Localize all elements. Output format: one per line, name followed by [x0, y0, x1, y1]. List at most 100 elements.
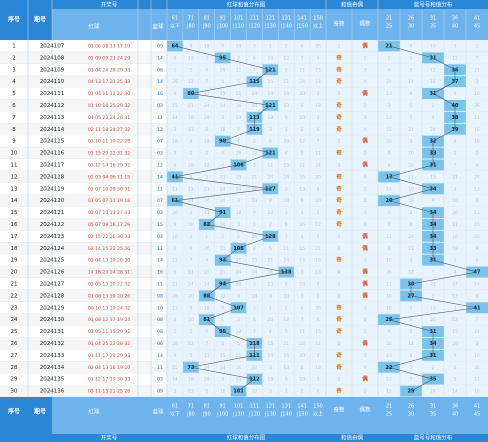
blue-grid-miss: 13	[452, 293, 458, 299]
sum-grid-miss: 1	[269, 305, 272, 311]
blue-hit-value: 31	[430, 258, 437, 264]
row-seq: 18	[11, 246, 18, 252]
sum-grid-miss: 11	[220, 174, 226, 180]
sum-hit-value: 93	[219, 258, 226, 264]
sum-grid-miss: 4	[205, 258, 208, 264]
row-seq: 7	[12, 115, 16, 121]
oddeven-value: 偶	[362, 339, 368, 347]
row-redballs: 04 13 17 23 25 33	[88, 79, 130, 85]
sum-hit-value: 121	[265, 103, 276, 109]
table-row-grid	[167, 361, 488, 374]
sum-grid-miss: 14	[299, 258, 305, 264]
blue-grid-miss: 7	[388, 222, 391, 228]
sum-hit-value: 108	[233, 246, 244, 252]
row-blueball: 16	[157, 91, 163, 97]
sum-grid-miss: 14	[252, 270, 258, 276]
sum-grid-miss: 14	[315, 341, 321, 347]
sum-grid-miss: 6	[285, 222, 288, 228]
sum-grid-miss: 15	[299, 246, 305, 252]
blue-grid-miss: 1	[454, 151, 457, 157]
sum-grid-miss: 5	[237, 341, 240, 347]
table-row	[0, 51, 167, 64]
blue-grid-miss: 4	[388, 329, 391, 335]
seq-header-cell	[0, 0, 28, 40]
sum-grid-miss: 18	[268, 377, 274, 383]
sum-grid-miss: 24	[299, 79, 305, 85]
row-blueball: 14	[157, 79, 163, 85]
oddeven-value: 偶	[362, 268, 368, 276]
oddeven-miss: 2	[364, 389, 367, 395]
sum-grid-miss: 15	[252, 258, 258, 264]
sum-grid-miss: 14	[283, 174, 289, 180]
blue-grid-miss: 2	[410, 210, 413, 216]
sum-grid-miss: 4	[189, 174, 192, 180]
sum-grid-miss: 14	[315, 79, 321, 85]
sum-grid-miss: 2	[317, 210, 320, 216]
footer-sum-range-sub: |140	[281, 412, 292, 418]
blue-grid-miss: 9	[454, 91, 457, 97]
footer-odd: 奇数	[333, 406, 345, 414]
sum-grid-miss: 24	[204, 103, 210, 109]
sum-grid-miss: 3	[237, 222, 240, 228]
blue-grid-miss: 3	[388, 246, 391, 252]
blue-grid-miss: 3	[454, 43, 457, 49]
sum-grid-miss: 8	[189, 43, 192, 49]
sum-hit-value: 115	[249, 79, 260, 85]
redball-header: 红球	[88, 23, 100, 31]
row-blueball: 15	[157, 222, 163, 228]
blue-grid-miss: 8	[454, 139, 457, 145]
blue-grid-miss: 24	[430, 127, 436, 133]
row-redballs: 03 10 11 19 22 28	[88, 139, 130, 145]
table-row-grid	[167, 373, 488, 386]
footer-even: 偶数	[359, 406, 371, 414]
blue-grid-miss: 21	[408, 127, 414, 133]
table-row	[0, 301, 167, 314]
row-seq: 17	[11, 234, 18, 240]
sum-grid-miss: 18	[204, 43, 210, 49]
footer-blue-cell	[378, 434, 488, 442]
oddeven-miss: 4	[364, 317, 367, 323]
sum-grid-miss: 5	[317, 234, 320, 240]
sum-grid-miss: 5	[301, 151, 304, 157]
sum-grid-miss: 4	[301, 234, 304, 240]
sum-grid-miss: 18	[268, 115, 274, 121]
sum-grid-miss: 26	[315, 305, 321, 311]
blue-grid-miss: 10	[430, 305, 436, 311]
table-row	[0, 289, 167, 302]
sum-grid-miss: 24	[204, 365, 210, 371]
blue-grid-miss: 8	[410, 91, 413, 97]
sum-grid-miss: 21	[315, 246, 321, 252]
table-row	[0, 337, 167, 350]
sum-grid-miss: 13	[252, 198, 258, 204]
sum-grid-miss: 15	[315, 329, 321, 335]
sum-grid-miss: 26	[220, 67, 226, 73]
row-blueball: 03	[157, 377, 163, 383]
oddeven-miss: 1	[338, 281, 341, 287]
oddeven-header-cell	[326, 0, 378, 9]
sum-dist-header: 红球和值分布图	[227, 1, 266, 9]
row-blueball: 10	[157, 305, 163, 311]
sum-grid-miss: 4	[269, 329, 272, 335]
oddeven-value: 偶	[362, 41, 368, 49]
sum-grid-miss: 12	[204, 162, 210, 168]
table-row	[0, 135, 167, 148]
sum-grid-miss: 8	[205, 389, 208, 395]
sum-grid-miss: 1	[269, 43, 272, 49]
sum-grid-miss: 7	[301, 317, 304, 323]
sum-grid-miss: 12	[188, 341, 194, 347]
blue-hit-value: 31	[430, 353, 437, 359]
blue-grid-miss: 12	[452, 55, 458, 61]
footer-sum-range-sub: |110	[233, 412, 244, 418]
oddeven-miss: 3	[364, 67, 367, 73]
sum-hit-value: 73	[187, 365, 194, 371]
sum-grid-miss: 2	[174, 246, 177, 252]
sum-grid-miss: 5	[269, 246, 272, 252]
oddeven-miss: 1	[338, 234, 341, 240]
row-redballs: 09 10 13 19 24 32	[88, 305, 130, 311]
oddeven-miss: 3	[364, 210, 367, 216]
sum-grid-miss: 3	[189, 210, 192, 216]
sum-grid-miss: 18	[283, 198, 289, 204]
sum-grid-miss: 9	[221, 43, 224, 49]
